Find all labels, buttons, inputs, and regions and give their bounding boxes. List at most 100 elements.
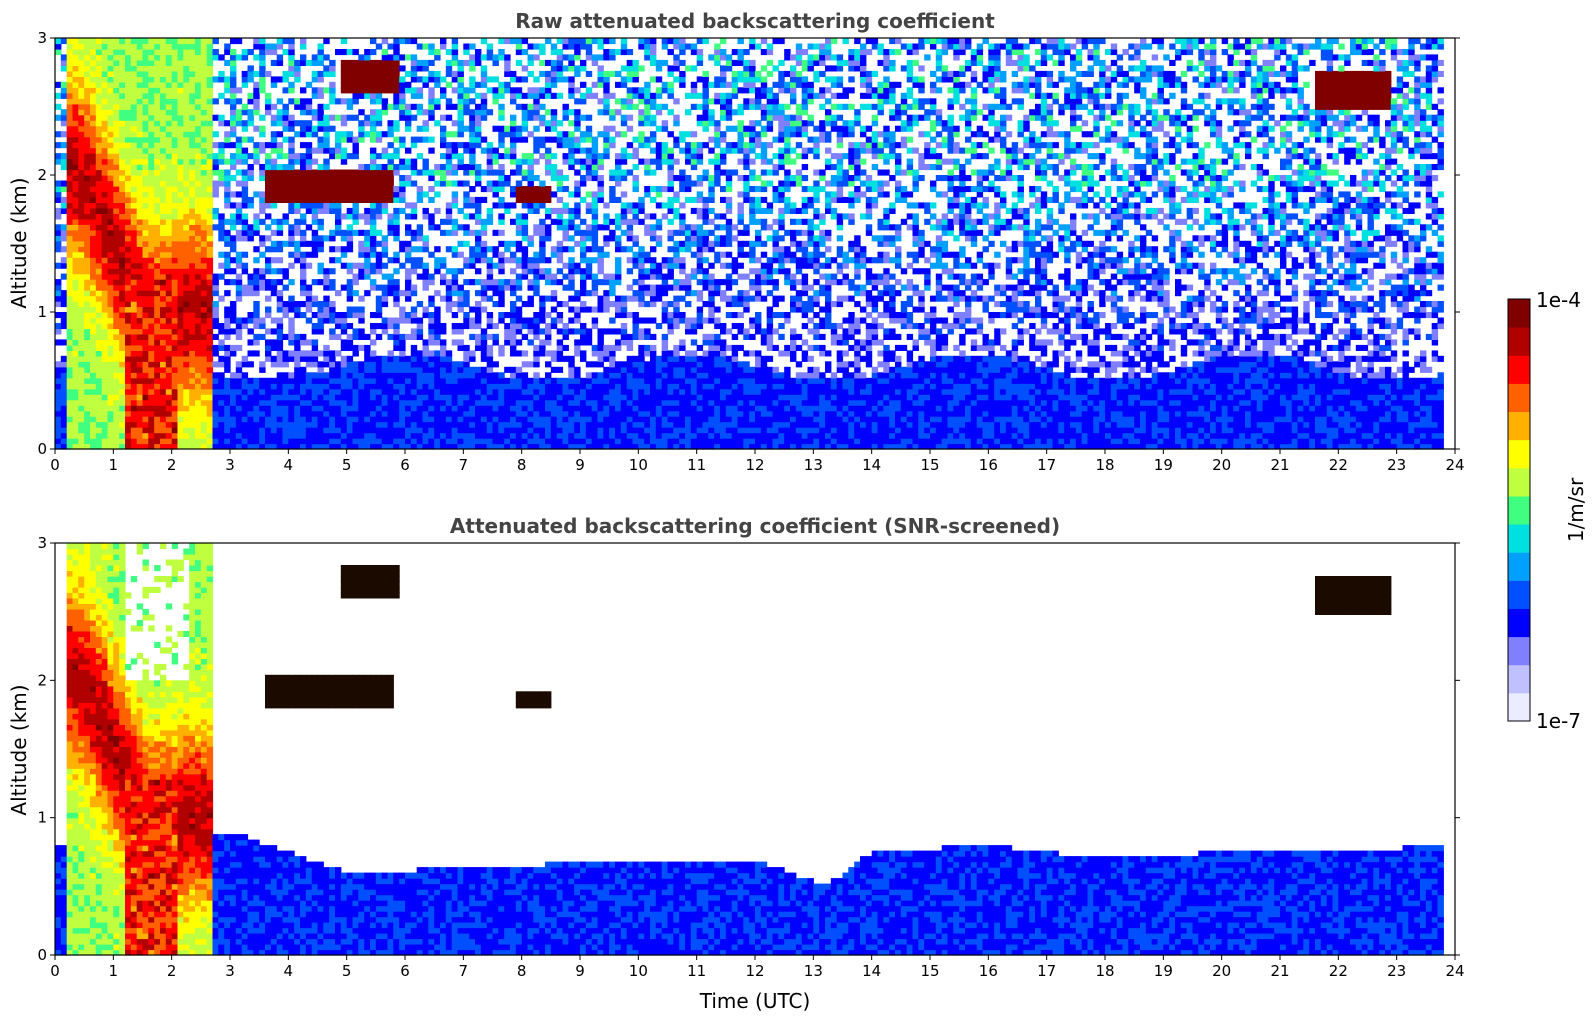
heatmap-cell [410,136,418,143]
heatmap-cell [527,339,534,346]
heatmap-cell [288,405,295,412]
heatmap-cell [539,416,546,423]
heatmap-cell [305,262,313,269]
heatmap-cell [527,131,534,138]
heatmap-cell [352,147,359,154]
heatmap-cell [556,394,564,401]
heatmap-cell [311,399,319,406]
heatmap-cell [119,399,126,406]
heatmap-cell [66,76,74,83]
heatmap-cell [200,147,208,154]
heatmap-cell [224,328,231,335]
heatmap-cell [107,273,114,280]
heatmap-cell [305,416,313,423]
heatmap-cell [224,421,231,428]
heatmap-cell [171,339,179,346]
heatmap-cell [265,164,272,171]
heatmap-cell [90,427,97,434]
heatmap-cell [539,202,546,209]
heatmap-cell [78,49,85,56]
heatmap-cell [317,114,324,121]
heatmap-cell [300,153,307,160]
heatmap-cell [381,394,389,401]
heatmap-cell [346,323,354,330]
heatmap-cell [515,317,523,324]
heatmap-cell [55,432,62,439]
heatmap-cell [270,164,278,171]
heatmap-cell [183,125,190,132]
heatmap-cell [527,421,534,428]
heatmap-cell [504,399,511,406]
heatmap-cell [148,196,155,203]
heatmap-cell [235,366,243,373]
heatmap-cell [113,388,120,395]
heatmap-cell [113,443,120,450]
heatmap-cell [165,410,173,417]
heatmap-cell [253,416,260,423]
heatmap-cell [416,317,424,324]
heatmap-cell [515,240,523,247]
heatmap-cell [556,355,564,362]
heatmap-cell [270,202,278,209]
heatmap-cell [230,432,237,439]
heatmap-cell [399,103,406,110]
heatmap-cell [78,98,85,105]
heatmap-cell [55,410,62,417]
heatmap-cell [475,142,482,149]
heatmap-cell [521,399,529,406]
heatmap-cell [434,427,441,434]
heatmap-cell [451,164,459,171]
heatmap-cell [370,147,377,154]
heatmap-cell [95,394,103,401]
heatmap-cell [171,262,179,269]
heatmap-cell [504,257,511,264]
heatmap-cell [457,301,464,308]
heatmap-cell [294,372,301,379]
heatmap-cell [323,196,330,203]
heatmap-cell [428,421,435,428]
heatmap-cell [510,284,517,291]
heatmap-cell [95,153,103,160]
heatmap-cell [235,295,243,302]
heatmap-cell [195,131,202,138]
heatmap-cell [84,333,91,340]
heatmap-cell [142,175,149,182]
heatmap-cell [358,54,365,61]
heatmap-cell [66,49,74,56]
heatmap-cell [364,54,371,61]
heatmap-cell [393,344,400,351]
heatmap-cell [165,251,173,258]
heatmap-cell [66,191,74,198]
heatmap-cell [241,76,249,83]
heatmap-cell [90,125,97,132]
heatmap-cell [410,70,418,77]
heatmap-cell [171,92,179,99]
heatmap-cell [480,224,488,231]
heatmap-cell [556,246,564,253]
heatmap-cell [457,344,464,351]
heatmap-cell [504,432,511,439]
heatmap-cell [486,295,494,302]
heatmap-cell [469,257,476,264]
heatmap-cell [352,328,359,335]
heatmap-cell [148,229,155,236]
heatmap-cell [445,279,453,286]
heatmap-cell [165,43,173,50]
heatmap-cell [212,323,219,330]
heatmap-cell [463,377,470,384]
heatmap-cell [259,333,266,340]
heatmap-cell [521,421,529,428]
heatmap-cell [160,333,167,340]
heatmap-cell [224,350,231,357]
heatmap-cell [113,158,120,165]
heatmap-cell [113,98,120,105]
heatmap-cell [206,306,214,313]
heatmap-cell [177,43,184,50]
heatmap-cell [200,153,208,160]
heatmap-cell [335,257,342,264]
heatmap-cell [480,92,488,99]
heatmap-cell [393,295,400,302]
heatmap-cell [142,339,149,346]
heatmap-cell [142,279,149,286]
heatmap-cell [387,421,394,428]
